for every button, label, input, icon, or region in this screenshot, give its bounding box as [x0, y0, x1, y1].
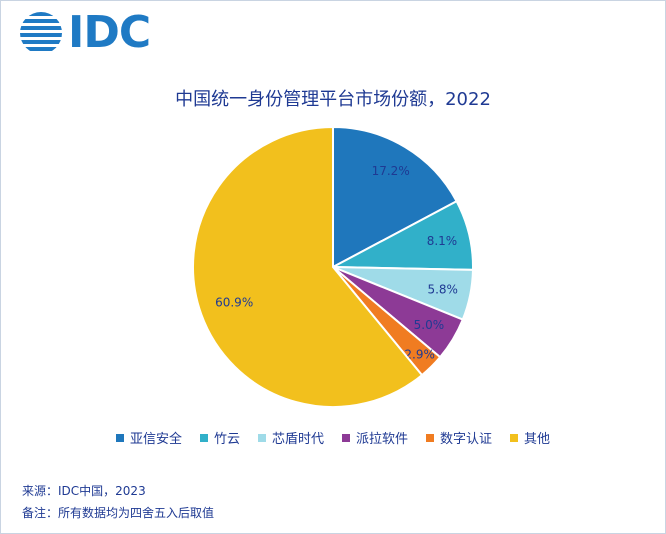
legend-item-5: 数字认证	[426, 428, 492, 447]
source-note: 来源：IDC中国，2023	[22, 484, 146, 498]
legend-item-4: 派拉软件	[342, 428, 408, 447]
legend-label: 亚信安全	[129, 432, 182, 447]
legend-swatch	[115, 433, 124, 442]
legend-label: 其他	[524, 432, 551, 447]
legend-label: 竹云	[213, 432, 240, 447]
legend-item-6: 其他	[510, 428, 550, 447]
logo-text: IDC	[68, 7, 151, 58]
legend-label: 数字认证	[440, 432, 493, 447]
idc-logo: IDC	[18, 7, 151, 58]
pie-slice-label-1: 17.2%	[372, 164, 410, 178]
pie-slice-label-4: 5.0%	[414, 318, 445, 332]
legend-swatch	[426, 433, 435, 442]
legend-label: 芯盾时代	[271, 432, 324, 447]
legend-swatch	[510, 433, 519, 442]
legend-item-3: 芯盾时代	[257, 428, 324, 447]
rounding-note: 备注：所有数据均为四舍五入后取值	[22, 506, 215, 520]
legend-label: 派拉软件	[356, 432, 409, 447]
legend-swatch	[342, 433, 350, 442]
pie-slice-label-2: 8.1%	[427, 234, 458, 248]
pie-slice-label-3: 5.8%	[427, 283, 458, 297]
legend-swatch	[199, 433, 208, 442]
footer: 来源：IDC中国，2023 备注：所有数据均为四舍五入后取值	[22, 480, 214, 524]
pie-slice-6	[192, 125, 424, 408]
pie-slice-label-5: 2.9%	[404, 348, 435, 362]
legend: 亚信安全 竹云 芯盾时代 派拉软件 数字认证 其他	[0, 428, 666, 447]
legend-item-1: 亚信安全	[115, 428, 182, 447]
globe-icon	[20, 12, 62, 51]
chart-title: 中国统一身份管理平台市场份额，2022	[175, 89, 491, 110]
legend-item-2: 竹云	[199, 428, 240, 447]
legend-swatch	[257, 433, 266, 442]
pie-slice-1	[332, 125, 458, 269]
pie-slice-label-6: 60.9%	[215, 295, 253, 309]
